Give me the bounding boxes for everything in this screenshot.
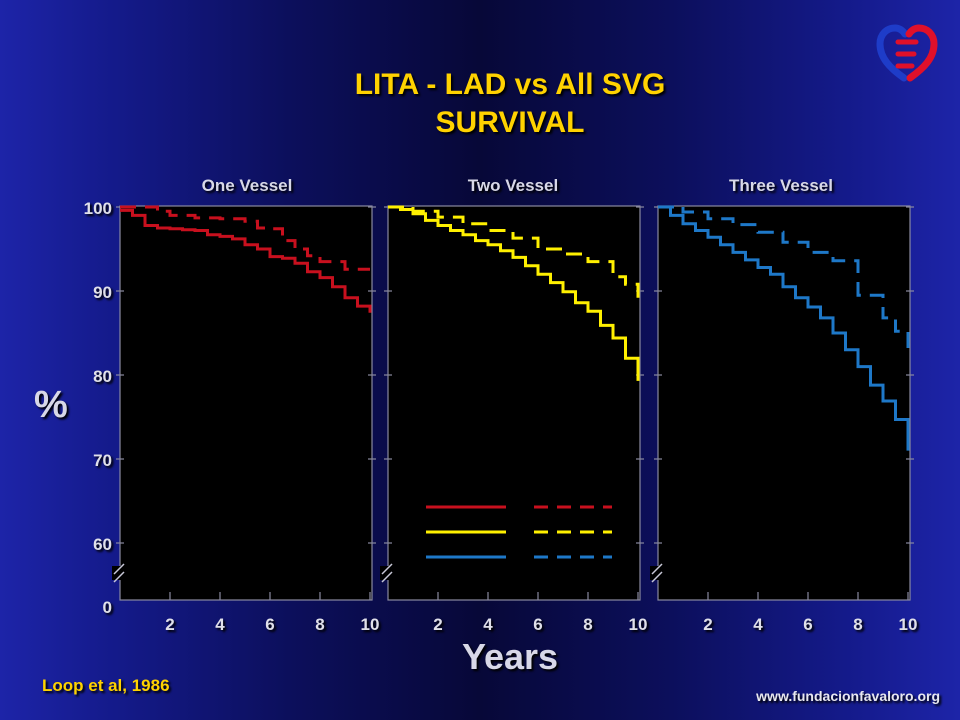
x-axis-label: Years	[461, 636, 559, 677]
citation: Loop et al, 1986	[42, 676, 170, 695]
heart-logo-icon	[876, 24, 938, 82]
panel-3-solid-curve	[658, 205, 910, 451]
panel-1-x-tick-label-6: 6	[265, 615, 274, 634]
y-tick-label-0: 0	[103, 598, 112, 617]
y-tick-label-100: 100	[84, 199, 112, 218]
panel-3-axis-break-2	[651, 571, 663, 583]
panel-3-x-tick-label-10: 10	[899, 615, 918, 634]
chart-title-line1: LITA - LAD vs All SVG	[354, 68, 666, 101]
panel-2-x-tick-label-8: 8	[583, 615, 592, 634]
panel-title-one-vessel: One Vessel	[201, 176, 293, 195]
panel-2-axis-break-2	[381, 571, 393, 583]
panel-3-x-tick-label-8: 8	[853, 615, 862, 634]
panel-2-dashed-curve	[388, 205, 640, 298]
panel-2-x-tick-label-2: 2	[433, 615, 442, 634]
panel-3-dashed-curve	[658, 205, 910, 349]
panel-title-two-vessel: Two Vessel	[467, 176, 559, 195]
chart-title: LITA - LAD vs All SVG SURVIVAL	[0, 66, 960, 142]
chart-title-line2: SURVIVAL	[435, 106, 585, 139]
panel-1-x-tick-label-10: 10	[361, 615, 380, 634]
panel-1-axis-break-2	[113, 571, 125, 583]
panel-3-plot-area	[657, 205, 911, 601]
y-tick-label-90: 90	[93, 283, 112, 302]
panel-2-solid-curve	[388, 205, 640, 381]
panel-1-solid-curve	[120, 208, 372, 313]
panel-1-x-tick-label-4: 4	[215, 615, 225, 634]
panel-3-x-tick-label-4: 4	[753, 615, 763, 634]
website-url: www.fundacionfavaloro.org	[756, 688, 940, 704]
panel-2-x-tick-label-10: 10	[629, 615, 648, 634]
panel-1-plot-area	[119, 205, 373, 601]
panel-2-axis-break-gap	[380, 566, 396, 580]
panel-3-x-tick-label-2: 2	[703, 615, 712, 634]
panel-2-axis-break-1	[381, 563, 393, 575]
panel-3-axis-break-1	[651, 563, 663, 575]
panel-2-plot-area	[387, 205, 641, 601]
panel-2-x-tick-label-6: 6	[533, 615, 542, 634]
y-tick-label-80: 80	[93, 367, 112, 386]
y-tick-label-60: 60	[93, 535, 112, 554]
panel-3-x-tick-label-6: 6	[803, 615, 812, 634]
panel-1-x-tick-label-2: 2	[165, 615, 174, 634]
panel-title-three-vessel: Three Vessel	[729, 176, 833, 195]
panel-1-x-tick-label-8: 8	[315, 615, 324, 634]
panel-1-dashed-curve	[120, 205, 370, 271]
y-tick-label-70: 70	[93, 451, 112, 470]
panel-1-axis-break-gap	[112, 566, 128, 580]
panel-3-axis-break-gap	[650, 566, 666, 580]
panel-2-x-tick-label-4: 4	[483, 615, 493, 634]
y-axis-label: %	[34, 384, 68, 426]
panel-1-axis-break-1	[113, 563, 125, 575]
